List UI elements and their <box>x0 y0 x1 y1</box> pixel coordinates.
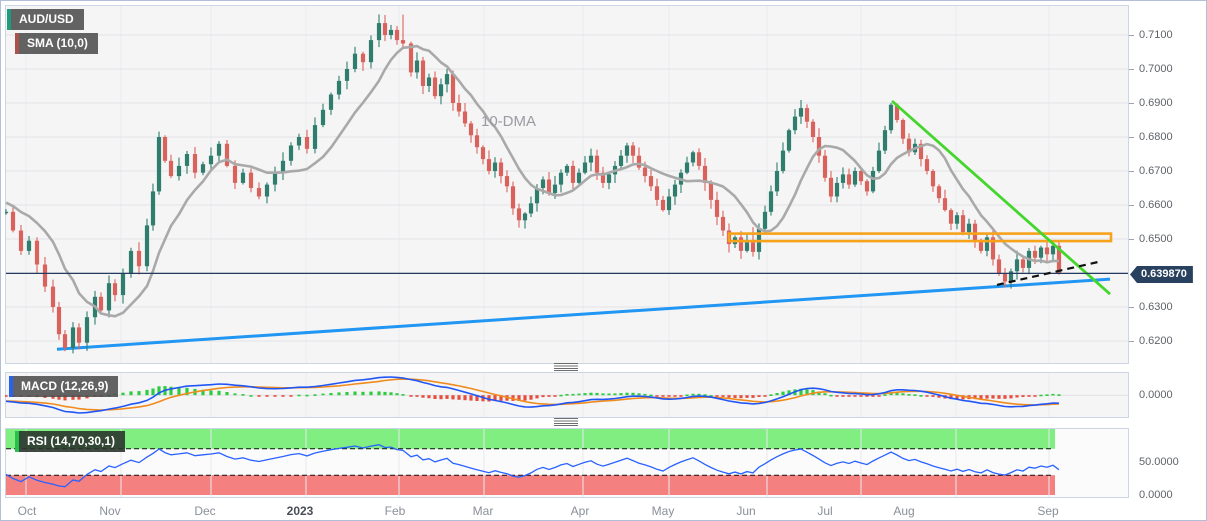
time-tick-label: Sep <box>1037 504 1059 518</box>
price-tick-label: 0.6600 <box>1139 199 1173 211</box>
macd-indicator-label[interactable]: MACD (12,26,9) <box>9 376 119 397</box>
price-tick-label: 0.6800 <box>1139 131 1173 143</box>
time-tick-label: Jun <box>736 504 756 518</box>
rsi-indicator-label[interactable]: RSI (14,70,30,1) <box>15 431 126 452</box>
price-tick-label: 0.6900 <box>1139 97 1173 109</box>
price-tickmark <box>1129 307 1134 308</box>
price-tickmark <box>1129 103 1134 104</box>
time-tick-label: Aug <box>893 504 915 518</box>
time-tick-label: Oct <box>17 504 37 518</box>
time-tick-label: Mar <box>472 504 494 518</box>
price-tickmark <box>1129 69 1134 70</box>
time-tick-label: Jul <box>817 504 833 518</box>
price-tick-label: 0.6300 <box>1139 301 1173 313</box>
macd-panel-canvas[interactable] <box>5 372 1129 418</box>
macd-axis-zero: 0.0000 <box>1139 389 1173 401</box>
panel-resize-grip-rsi[interactable] <box>554 418 578 426</box>
time-tick-label: May <box>651 504 675 518</box>
price-tickmark <box>1129 205 1134 206</box>
price-tick-label: 0.6500 <box>1139 233 1173 245</box>
time-tick-label: Nov <box>99 504 121 518</box>
price-tickmark <box>1129 35 1134 36</box>
time-tick-label: Dec <box>194 504 216 518</box>
time-tick-label: 2023 <box>286 504 314 518</box>
dma-annotation: 10-DMA <box>481 113 537 130</box>
price-tick-label: 0.6200 <box>1139 335 1173 347</box>
time-tick-label: Apr <box>570 504 590 518</box>
price-tick-label: 0.7100 <box>1139 29 1173 41</box>
rsi-axis-50: 50.0000 <box>1139 456 1179 468</box>
panel-resize-grip-macd[interactable] <box>554 363 578 371</box>
price-tickmark <box>1129 239 1134 240</box>
price-tick-label: 0.6700 <box>1139 165 1173 177</box>
price-tick-label: 0.7000 <box>1139 63 1173 75</box>
price-chart-canvas[interactable] <box>5 5 1129 364</box>
time-tick-label: Feb <box>384 504 406 518</box>
sma-indicator-label[interactable]: SMA (10,0) <box>15 33 98 54</box>
price-tickmark <box>1129 137 1134 138</box>
price-tickmark <box>1129 341 1134 342</box>
rsi-panel-canvas[interactable] <box>5 428 1129 498</box>
instrument-label[interactable]: AUD/USD <box>7 9 84 30</box>
price-tickmark <box>1129 171 1134 172</box>
rsi-axis-0: 0.0000 <box>1139 489 1173 501</box>
last-price-badge: 0.639870 <box>1130 266 1193 283</box>
